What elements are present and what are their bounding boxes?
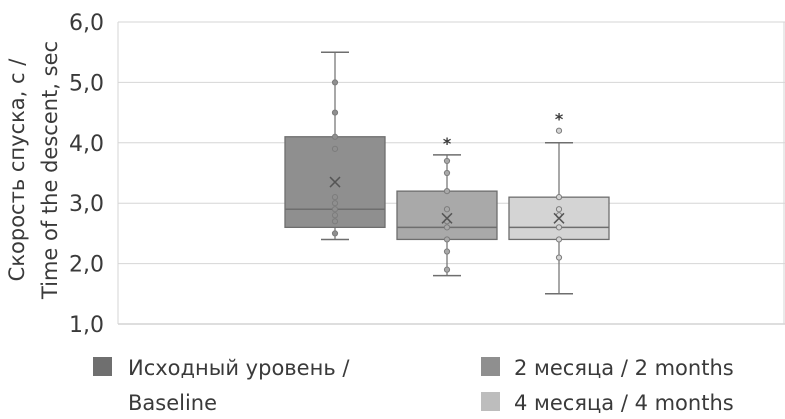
y-tick-label: 5,0 xyxy=(69,71,104,96)
mean-marker xyxy=(329,176,341,188)
mean-marker xyxy=(441,212,453,224)
data-point xyxy=(555,254,563,261)
data-point xyxy=(443,157,451,165)
significance-marker: * xyxy=(443,134,452,153)
legend-label-2-months: 2 месяца / 2 months xyxy=(514,356,734,380)
data-point xyxy=(443,188,451,195)
legend-swatch-baseline xyxy=(93,357,112,376)
y-tick-label: 6,0 xyxy=(69,11,104,36)
data-point xyxy=(443,224,451,231)
data-point xyxy=(555,206,563,213)
data-point xyxy=(331,133,339,140)
grid-lines xyxy=(118,21,785,325)
box-iqr xyxy=(396,190,498,241)
boxes: ** xyxy=(284,51,610,295)
box-series-2: * xyxy=(396,134,498,277)
data-point xyxy=(555,194,563,201)
data-point xyxy=(443,266,451,273)
legend: Исходный уровень / Baseline 2 месяца / 2… xyxy=(93,356,734,415)
y-tick-label: 4,0 xyxy=(69,132,104,157)
data-point xyxy=(331,206,339,213)
data-point xyxy=(331,230,339,237)
data-point xyxy=(443,206,451,213)
y-axis-title-line2: Time of the descent, sec xyxy=(38,41,62,300)
legend-label-baseline-line1: Исходный уровень / xyxy=(128,356,350,380)
legend-swatch-4-months xyxy=(481,392,500,411)
data-point xyxy=(331,79,339,86)
data-point xyxy=(555,236,563,243)
y-axis: 6,0 5,0 4,0 3,0 2,0 1,0 xyxy=(69,11,785,338)
mean-marker xyxy=(553,212,565,224)
y-tick-label: 3,0 xyxy=(69,192,104,217)
data-point xyxy=(443,169,451,177)
data-point xyxy=(555,224,563,231)
data-point xyxy=(331,145,339,152)
box-series-1 xyxy=(284,51,386,241)
data-point xyxy=(331,200,339,207)
y-axis-title-line1: Скорость спуска, с / xyxy=(5,58,29,282)
data-point xyxy=(331,212,339,219)
y-tick-label: 2,0 xyxy=(69,253,104,278)
data-point xyxy=(331,194,339,201)
significance-marker: * xyxy=(555,110,564,129)
data-point xyxy=(443,248,451,255)
legend-swatch-2-months xyxy=(481,357,500,376)
legend-label-4-months: 4 месяца / 4 months xyxy=(514,391,734,415)
data-point xyxy=(331,109,339,116)
data-point xyxy=(443,236,451,243)
box-series-3: * xyxy=(508,110,610,295)
y-tick-label: 1,0 xyxy=(69,313,104,338)
legend-label-baseline-line2: Baseline xyxy=(128,391,217,415)
data-point xyxy=(555,127,563,134)
data-point xyxy=(331,218,339,225)
